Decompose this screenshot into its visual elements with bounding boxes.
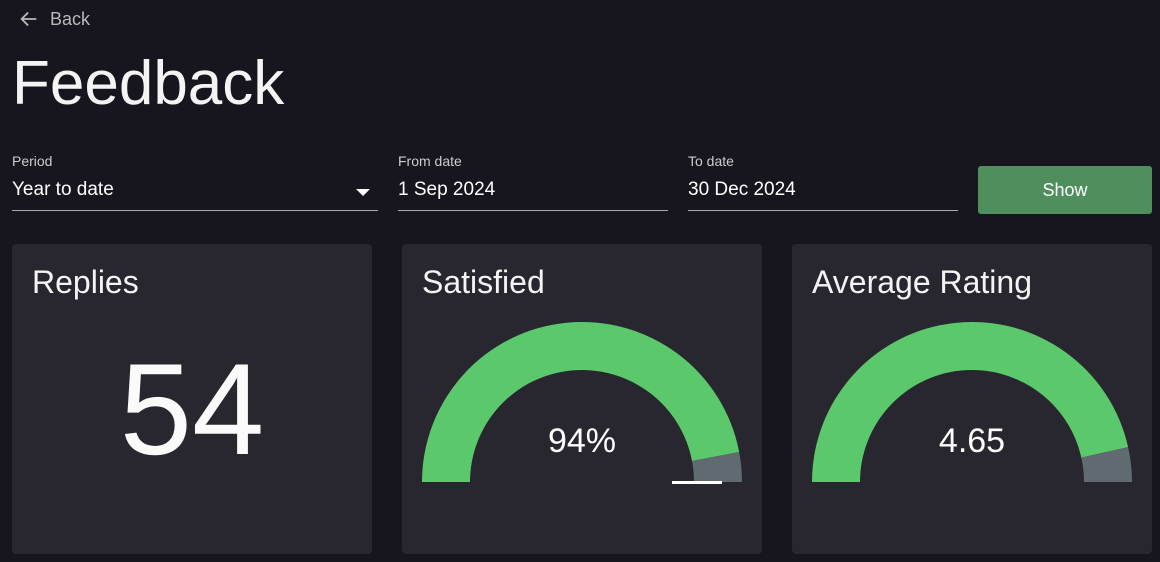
back-link[interactable]: Back — [18, 8, 90, 30]
from-date-field: From date — [398, 150, 668, 211]
rating-gauge — [812, 322, 1132, 482]
from-date-input[interactable] — [398, 179, 668, 201]
replies-card: Replies 54 — [12, 244, 372, 554]
satisfied-card: Satisfied 94% — [402, 244, 762, 554]
rating-card: Average Rating 4.65 — [792, 244, 1152, 554]
to-date-input[interactable] — [688, 179, 958, 201]
page-title: Feedback — [12, 49, 285, 118]
period-value: Year to date — [12, 179, 114, 200]
replies-title: Replies — [32, 264, 139, 300]
satisfied-title: Satisfied — [422, 264, 545, 300]
satisfied-gauge — [422, 322, 742, 484]
gauge-end-marker — [672, 481, 722, 484]
rating-value: 4.65 — [938, 422, 1006, 460]
from-date-label: From date — [398, 153, 462, 169]
gauge-remainder — [1081, 447, 1132, 482]
rating-title: Average Rating — [812, 264, 1032, 300]
period-label: Period — [12, 153, 53, 169]
period-select[interactable]: Period Year to date — [12, 150, 378, 211]
gauge-remainder — [692, 452, 742, 482]
to-date-field: To date — [688, 150, 958, 211]
gauge-fill — [812, 322, 1129, 482]
replies-value: 54 — [119, 336, 265, 482]
to-date-label: To date — [688, 153, 734, 169]
chevron-down-icon — [356, 189, 370, 196]
back-label: Back — [50, 8, 91, 29]
satisfied-value: 94% — [547, 422, 617, 460]
arrow-left-icon — [20, 11, 37, 27]
show-button[interactable]: Show — [978, 166, 1152, 214]
gauge-fill — [422, 322, 740, 482]
